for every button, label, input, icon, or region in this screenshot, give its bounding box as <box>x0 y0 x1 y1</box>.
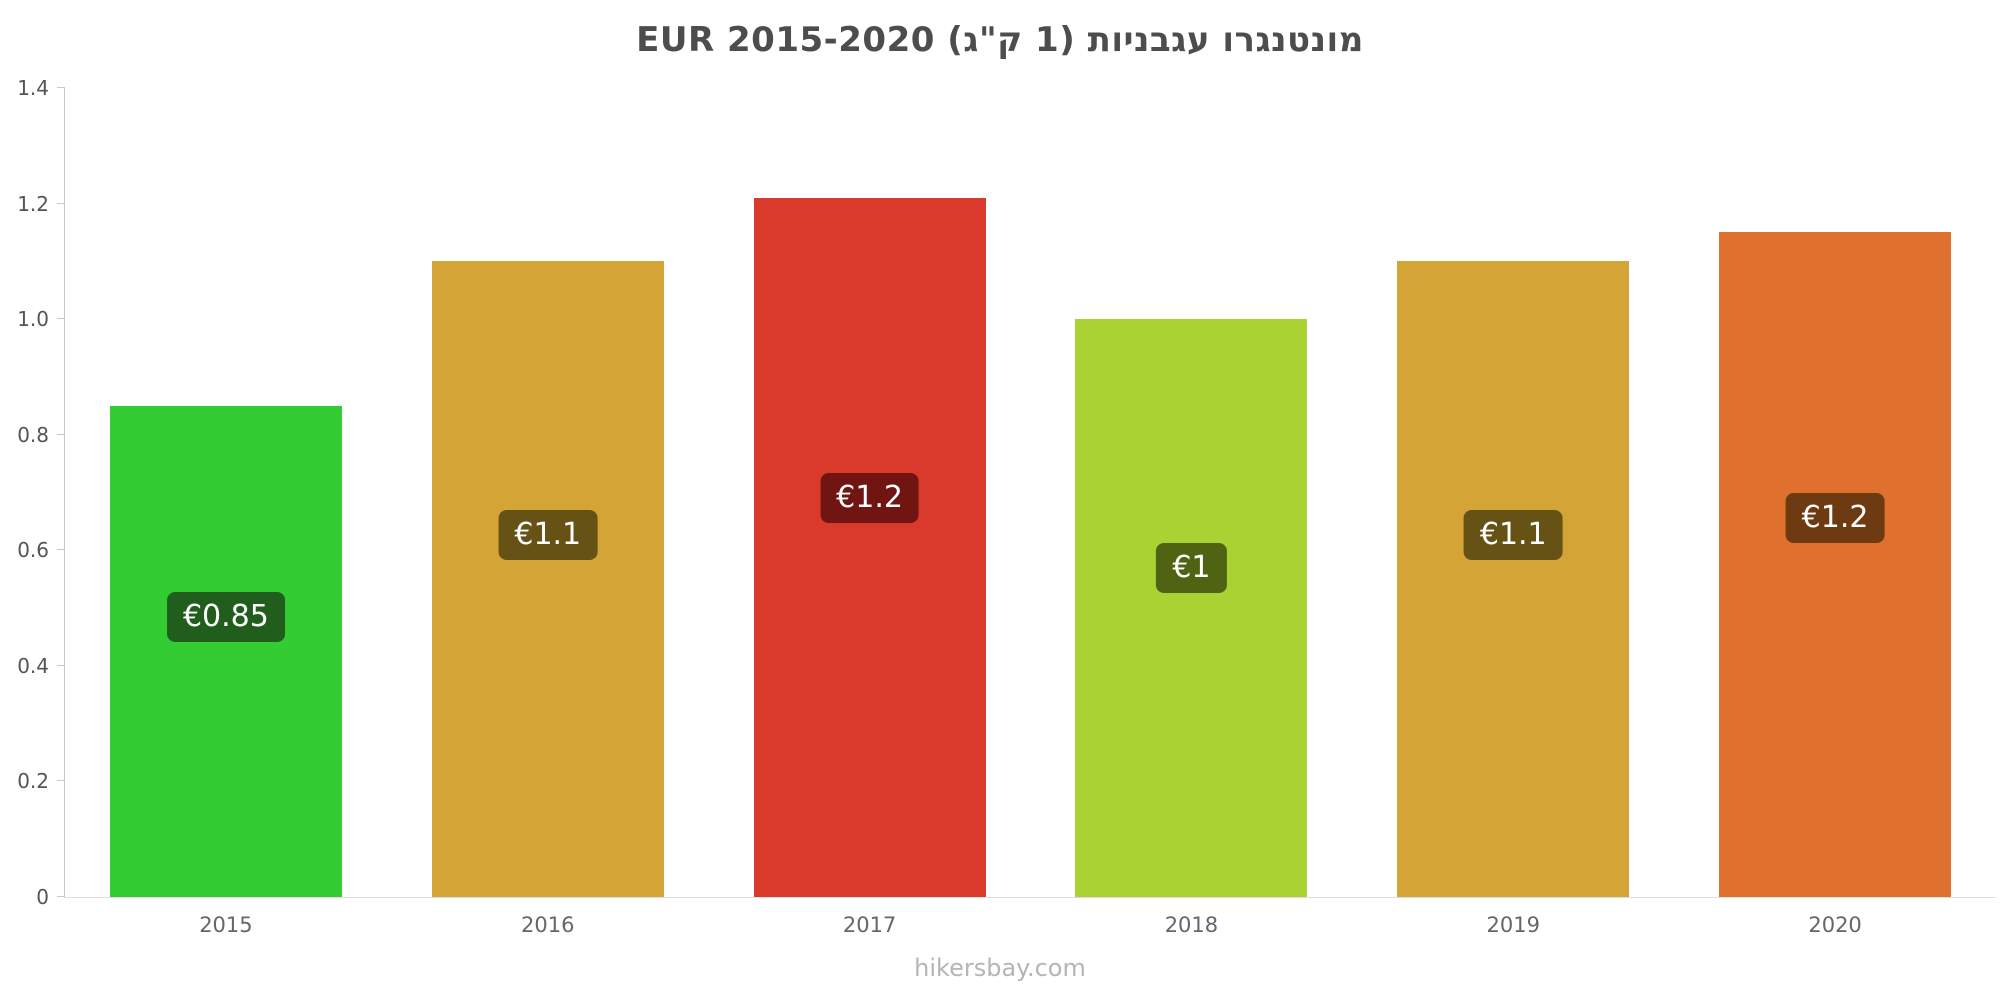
y-axis-tick-label: 0 <box>36 885 49 909</box>
bar-2020: €1.2 <box>1719 232 1952 897</box>
y-axis-tick-label: 1.0 <box>17 307 49 332</box>
y-axis-tick-label: 0.4 <box>17 653 49 678</box>
bar-2015: €0.85 <box>109 405 342 897</box>
bar-value-label: €1.2 <box>820 473 919 524</box>
bar-value-label: €1 <box>1156 542 1227 593</box>
y-axis-tick <box>57 664 65 666</box>
bar-2017: €1.2 <box>753 197 986 897</box>
bar-value-label: €1.2 <box>1785 493 1885 544</box>
bar-value-label: €0.85 <box>166 592 285 643</box>
y-axis-tick-label: 0.8 <box>17 422 49 447</box>
plot-area: 0 0.2 0.4 0.6 0.8 1.0 1.2 1.4 €0.85 2015 €1.1 2016 €… <box>17 76 1996 937</box>
bar-2016: €1.1 <box>431 261 664 897</box>
chart-title: מונטנגרו עגבניות (1 ק"ג) EUR 2015-2020 <box>636 20 1364 60</box>
x-axis-label: 2018 <box>1164 913 1219 937</box>
watermark-text: hikersbay.com <box>914 954 1086 982</box>
y-axis-tick-label: 0.6 <box>17 538 49 563</box>
bar-value-label: €1.1 <box>1463 509 1563 560</box>
y-axis-tick-label: 1.4 <box>17 76 49 100</box>
x-axis-label: 2015 <box>199 913 253 937</box>
y-axis-tick-label: 1.2 <box>17 191 49 216</box>
y-axis-tick <box>57 780 65 782</box>
bar-2018: €1 <box>1075 319 1308 897</box>
y-axis-tick <box>57 202 65 204</box>
y-axis-tick <box>57 896 65 897</box>
x-axis-label: 2017 <box>842 913 897 937</box>
bar-value-label: €1.1 <box>498 509 598 560</box>
y-axis-tick <box>57 433 65 435</box>
y-axis-tick <box>57 549 65 551</box>
y-axis-tick <box>57 87 65 88</box>
x-axis-label: 2019 <box>1486 913 1540 937</box>
x-axis-label: 2016 <box>521 913 575 937</box>
bar-2019: €1.1 <box>1397 261 1630 897</box>
x-axis-label: 2020 <box>1808 913 1862 937</box>
y-axis-tick <box>57 318 65 320</box>
y-axis-tick-label: 0.2 <box>17 769 49 794</box>
